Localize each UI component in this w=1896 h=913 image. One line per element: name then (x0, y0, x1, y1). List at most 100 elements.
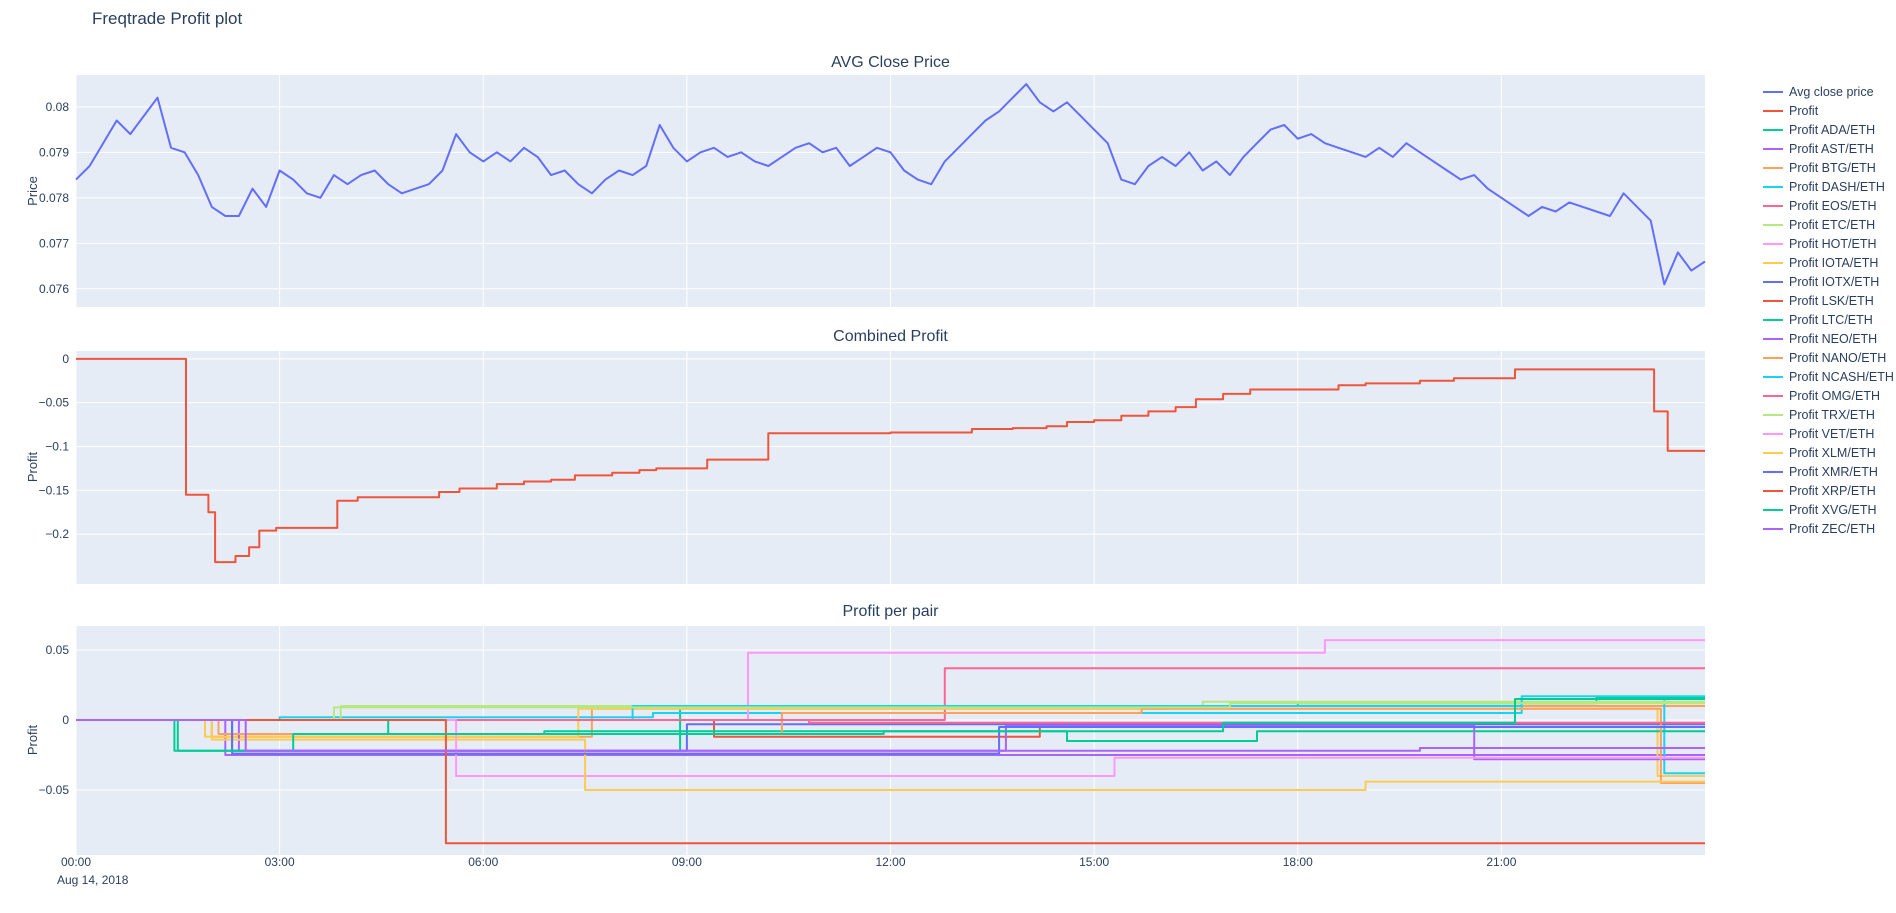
legend-swatch-icon (1763, 280, 1783, 283)
legend-item-profit-vet-eth[interactable]: Profit VET/ETH (1763, 424, 1894, 443)
legend-swatch-icon (1763, 375, 1783, 378)
series-line-profit (76, 357, 1705, 564)
legend-item-profit-xlm-eth[interactable]: Profit XLM/ETH (1763, 443, 1894, 462)
legend-label: Profit AST/ETH (1789, 141, 1874, 156)
x-tick-label: 06:00 (468, 855, 498, 869)
legend-item-profit-hot-eth[interactable]: Profit HOT/ETH (1763, 234, 1894, 253)
y-tick-label: −0.1 (45, 439, 69, 453)
x-tick-label: 03:00 (265, 855, 295, 869)
legend-swatch-icon (1763, 527, 1783, 530)
legend-item-profit-neo-eth[interactable]: Profit NEO/ETH (1763, 329, 1894, 348)
legend-label: Profit VET/ETH (1789, 426, 1875, 441)
legend-swatch-icon (1763, 432, 1783, 435)
legend-item-profit-xrp-eth[interactable]: Profit XRP/ETH (1763, 481, 1894, 500)
legend-swatch-icon (1763, 508, 1783, 511)
legend-item-profit-lsk-eth[interactable]: Profit LSK/ETH (1763, 291, 1894, 310)
y-tick-label: 0.076 (39, 282, 69, 296)
legend-swatch-icon (1763, 356, 1783, 359)
legend-item-profit-ast-eth[interactable]: Profit AST/ETH (1763, 139, 1894, 158)
legend-item-profit-omg-eth[interactable]: Profit OMG/ETH (1763, 386, 1894, 405)
legend-label: Profit XRP/ETH (1789, 483, 1876, 498)
y-tick-label: 0.079 (39, 145, 69, 159)
subplot-title-combined-profit: Combined Profit (833, 328, 948, 345)
x-tick-label: 09:00 (672, 855, 702, 869)
legend-label: Profit XLM/ETH (1789, 445, 1876, 460)
series-line-profit-iota-eth (76, 707, 1705, 777)
y-tick-label: 0.077 (39, 236, 69, 250)
legend-label: Profit XVG/ETH (1789, 502, 1877, 517)
legend-label: Profit (1789, 103, 1819, 118)
y-tick-label: −0.05 (39, 783, 70, 797)
legend-item-profit-ltc-eth[interactable]: Profit LTC/ETH (1763, 310, 1894, 329)
legend-item-profit-nano-eth[interactable]: Profit NANO/ETH (1763, 348, 1894, 367)
legend-item-profit[interactable]: Profit (1763, 101, 1894, 120)
legend-label: Profit DASH/ETH (1789, 179, 1885, 194)
legend-item-profit-ada-eth[interactable]: Profit ADA/ETH (1763, 120, 1894, 139)
x-axis-date-label: Aug 14, 2018 (57, 873, 129, 887)
legend-item-profit-trx-eth[interactable]: Profit TRX/ETH (1763, 405, 1894, 424)
legend-swatch-icon (1763, 451, 1783, 454)
series-line-profit-xrp-eth (76, 719, 1705, 845)
legend-item-profit-eos-eth[interactable]: Profit EOS/ETH (1763, 196, 1894, 215)
legend-swatch-icon (1763, 489, 1783, 492)
legend-swatch-icon (1763, 337, 1783, 340)
legend-swatch-icon (1763, 470, 1783, 473)
y-tick-label: 0 (62, 352, 69, 366)
legend-swatch-icon (1763, 166, 1783, 169)
x-tick-label: 00:00 (61, 855, 91, 869)
legend-item-profit-etc-eth[interactable]: Profit ETC/ETH (1763, 215, 1894, 234)
x-tick-label: 18:00 (1283, 855, 1313, 869)
legend-label: Profit NCASH/ETH (1789, 369, 1894, 384)
legend-label: Profit IOTX/ETH (1789, 274, 1880, 289)
legend-item-profit-dash-eth[interactable]: Profit DASH/ETH (1763, 177, 1894, 196)
series-line-profit-neo-eth (76, 719, 1705, 761)
legend-label: Profit BTG/ETH (1789, 160, 1876, 175)
legend-swatch-icon (1763, 90, 1783, 93)
legend-swatch-icon (1763, 242, 1783, 245)
legend-label: Profit XMR/ETH (1789, 464, 1878, 479)
legend-item-profit-zec-eth[interactable]: Profit ZEC/ETH (1763, 519, 1894, 538)
y-tick-label: 0.078 (39, 191, 69, 205)
legend-swatch-icon (1763, 204, 1783, 207)
legend-swatch-icon (1763, 413, 1783, 416)
y-tick-label: −0.2 (45, 527, 69, 541)
legend-label: Profit TRX/ETH (1789, 407, 1875, 422)
legend-item-avg-close-price[interactable]: Avg close price (1763, 82, 1894, 101)
series-line-profit-zec-eth (76, 719, 1705, 752)
legend-label: Profit HOT/ETH (1789, 236, 1877, 251)
legend-swatch-icon (1763, 318, 1783, 321)
legend-label: Profit EOS/ETH (1789, 198, 1877, 213)
legend-label: Profit OMG/ETH (1789, 388, 1880, 403)
legend-label: Profit LSK/ETH (1789, 293, 1874, 308)
legend-label: Profit ZEC/ETH (1789, 521, 1876, 536)
page-title: Freqtrade Profit plot (92, 9, 243, 28)
legend-swatch-icon (1763, 299, 1783, 302)
legend-swatch-icon (1763, 394, 1783, 397)
legend-swatch-icon (1763, 128, 1783, 131)
legend-label: Profit NANO/ETH (1789, 350, 1887, 365)
subplot-title-avg-close-price: AVG Close Price (831, 54, 950, 71)
x-tick-label: 15:00 (1079, 855, 1109, 869)
legend-label: Profit LTC/ETH (1789, 312, 1873, 327)
legend-label: Avg close price (1789, 84, 1874, 99)
legend-item-profit-btg-eth[interactable]: Profit BTG/ETH (1763, 158, 1894, 177)
legend-swatch-icon (1763, 185, 1783, 188)
legend-item-profit-xvg-eth[interactable]: Profit XVG/ETH (1763, 500, 1894, 519)
series-line-profit-ltc-eth (76, 719, 1705, 742)
series-line-avg-close-price (75, 83, 1706, 286)
legend-label: Profit ADA/ETH (1789, 122, 1876, 137)
legend-swatch-icon (1763, 261, 1783, 264)
legend-label: Profit ETC/ETH (1789, 217, 1876, 232)
y-tick-label: 0 (62, 713, 69, 727)
legend-item-profit-xmr-eth[interactable]: Profit XMR/ETH (1763, 462, 1894, 481)
legend-item-profit-iotx-eth[interactable]: Profit IOTX/ETH (1763, 272, 1894, 291)
legend-item-profit-iota-eth[interactable]: Profit IOTA/ETH (1763, 253, 1894, 272)
series-line-profit-nano-eth (76, 707, 1705, 784)
legend-label: Profit NEO/ETH (1789, 331, 1878, 346)
y-tick-label: 0.08 (46, 100, 70, 114)
x-tick-label: 21:00 (1486, 855, 1516, 869)
series-line-profit-xlm-eth (76, 719, 1705, 791)
series-line-profit-xvg-eth (76, 698, 1705, 752)
legend-item-profit-ncash-eth[interactable]: Profit NCASH/ETH (1763, 367, 1894, 386)
